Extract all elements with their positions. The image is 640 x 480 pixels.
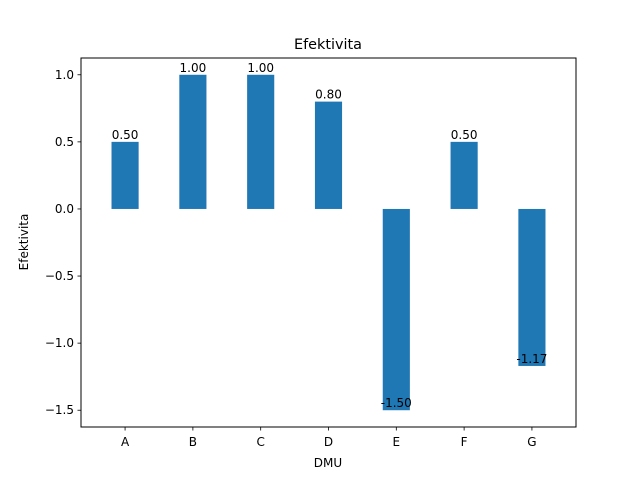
y-axis-label: Efektivita [17, 214, 31, 271]
x-tick-label: F [461, 435, 468, 449]
y-tick-label: −1.5 [45, 403, 74, 417]
x-tick-label: A [121, 435, 130, 449]
y-tick-label: 0.0 [55, 202, 74, 216]
x-tick-label: D [324, 435, 333, 449]
y-tick-label: −0.5 [45, 269, 74, 283]
x-tick-label: C [256, 435, 264, 449]
bar-A [111, 141, 139, 209]
data-label-B: 1.00 [180, 61, 207, 75]
x-tick-label: B [189, 435, 197, 449]
data-label-F: 0.50 [451, 128, 478, 142]
y-tick-label: 0.5 [55, 135, 74, 149]
bar-F [450, 141, 478, 209]
plot-frame [80, 57, 577, 428]
data-label-D: 0.80 [315, 88, 342, 102]
y-axis: −1.5 −1.0 −0.5 0.0 0.5 1.0 [45, 68, 81, 417]
x-axis-label: DMU [314, 456, 342, 470]
bars-group [111, 74, 546, 411]
chart-title: Efektivita [294, 37, 362, 53]
data-label-E: -1.50 [381, 396, 412, 410]
data-label-A: 0.50 [112, 128, 139, 142]
bar-E [382, 208, 410, 411]
data-label-G: -1.17 [516, 352, 547, 366]
data-labels-group: 0.50 1.00 1.00 0.80 -1.50 0.50 -1.17 [112, 61, 548, 410]
x-axis: A B C D E F G [121, 427, 537, 449]
bar-C [247, 74, 275, 209]
x-tick-label: G [527, 435, 536, 449]
data-label-C: 1.00 [247, 61, 274, 75]
x-tick-label: E [393, 435, 401, 449]
y-tick-label: −1.0 [45, 336, 74, 350]
bar-D [314, 101, 343, 209]
bar-B [179, 74, 207, 209]
y-tick-label: 1.0 [55, 68, 74, 82]
bar-G [518, 208, 546, 366]
